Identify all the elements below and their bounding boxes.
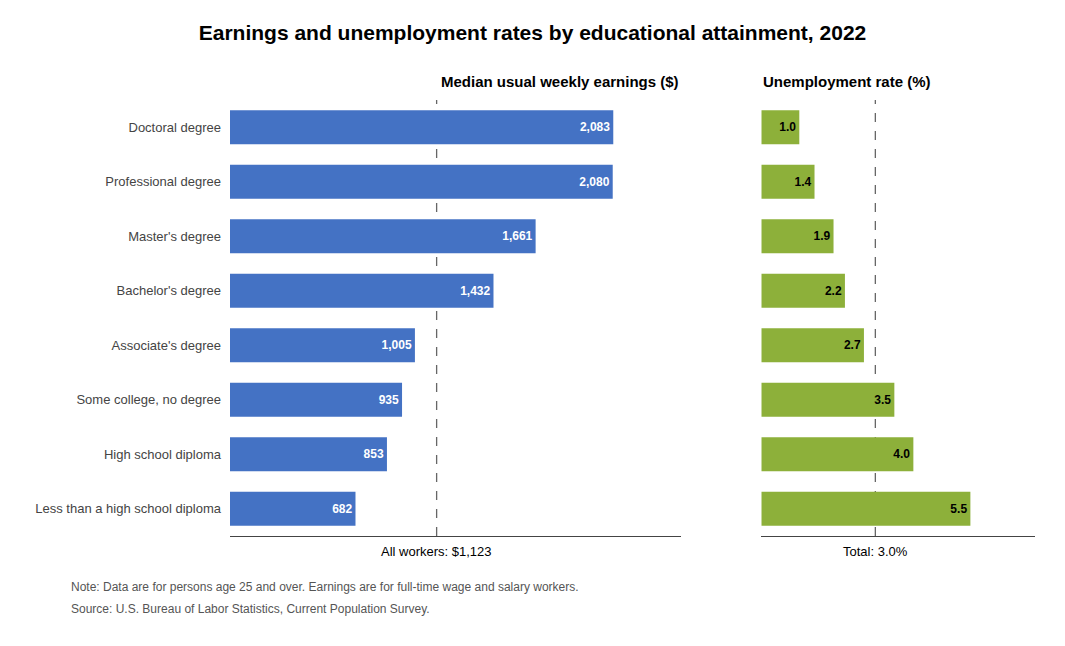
svg-text:4.0: 4.0 xyxy=(893,447,910,461)
svg-text:Less than a high school diplom: Less than a high school diploma xyxy=(35,501,222,516)
svg-text:1,661: 1,661 xyxy=(502,229,532,243)
svg-text:1,432: 1,432 xyxy=(460,284,490,298)
svg-text:1.0: 1.0 xyxy=(779,120,796,134)
svg-text:935: 935 xyxy=(379,393,399,407)
svg-text:Unemployment rate (%): Unemployment rate (%) xyxy=(763,73,931,90)
svg-text:Note: Data are for persons age: Note: Data are for persons age 25 and ov… xyxy=(71,580,579,594)
svg-text:Doctoral degree: Doctoral degree xyxy=(129,120,222,135)
svg-text:Total: 3.0%: Total: 3.0% xyxy=(843,544,908,559)
svg-text:Bachelor's degree: Bachelor's degree xyxy=(117,283,221,298)
svg-text:1.9: 1.9 xyxy=(814,229,831,243)
svg-text:5.5: 5.5 xyxy=(950,502,967,516)
svg-text:2,080: 2,080 xyxy=(579,175,609,189)
svg-text:High school diploma: High school diploma xyxy=(104,447,222,462)
svg-text:All workers: $1,123: All workers: $1,123 xyxy=(381,544,492,559)
svg-text:1,005: 1,005 xyxy=(382,338,412,352)
svg-text:Median usual weekly earnings (: Median usual weekly earnings ($) xyxy=(441,73,679,90)
svg-text:Master's degree: Master's degree xyxy=(128,229,221,244)
svg-text:Source: U.S. Bureau of Labor S: Source: U.S. Bureau of Labor Statistics,… xyxy=(71,602,430,616)
svg-text:3.5: 3.5 xyxy=(874,393,891,407)
svg-text:682: 682 xyxy=(332,502,352,516)
svg-text:Associate's degree: Associate's degree xyxy=(112,338,221,353)
svg-text:Earnings and unemployment rate: Earnings and unemployment rates by educa… xyxy=(199,21,867,44)
svg-text:2.7: 2.7 xyxy=(844,338,861,352)
svg-text:2,083: 2,083 xyxy=(580,120,610,134)
svg-text:853: 853 xyxy=(364,447,384,461)
svg-text:2.2: 2.2 xyxy=(825,284,842,298)
svg-text:1.4: 1.4 xyxy=(795,175,812,189)
svg-text:Some college, no degree: Some college, no degree xyxy=(76,392,221,407)
svg-text:Professional degree: Professional degree xyxy=(105,174,221,189)
